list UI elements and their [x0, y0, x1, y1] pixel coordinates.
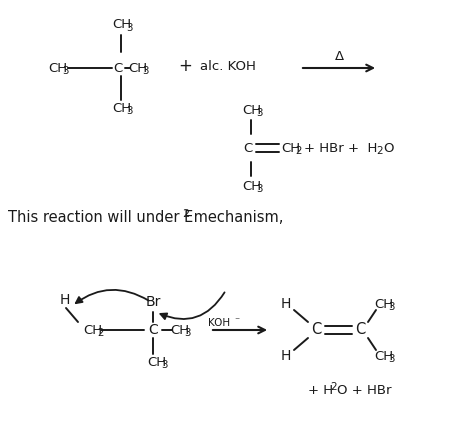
- Text: CH: CH: [170, 324, 189, 336]
- Text: 2: 2: [330, 382, 337, 392]
- Text: 3: 3: [256, 184, 263, 194]
- Text: 3: 3: [126, 23, 133, 33]
- Text: H: H: [281, 349, 291, 363]
- Text: CH: CH: [112, 102, 131, 114]
- Text: + HBr +  H: + HBr + H: [304, 141, 377, 155]
- FancyArrowPatch shape: [76, 290, 149, 303]
- Text: Δ: Δ: [335, 49, 344, 63]
- Text: 2: 2: [295, 146, 301, 156]
- Text: alc. KOH: alc. KOH: [200, 60, 256, 73]
- Text: 2: 2: [97, 328, 103, 338]
- Text: mechanism,: mechanism,: [189, 211, 283, 226]
- Text: 3: 3: [161, 360, 167, 370]
- Text: C: C: [355, 322, 365, 338]
- Text: 3: 3: [62, 66, 69, 76]
- Text: CH: CH: [242, 180, 261, 192]
- Text: CH: CH: [48, 61, 67, 74]
- Text: CH: CH: [112, 18, 131, 32]
- Text: CH: CH: [83, 324, 102, 336]
- Text: This reaction will under E: This reaction will under E: [8, 211, 193, 226]
- Text: 3: 3: [142, 66, 148, 76]
- Text: CH: CH: [128, 61, 147, 74]
- Text: C: C: [311, 322, 321, 338]
- Text: 3: 3: [388, 302, 394, 312]
- Text: Br: Br: [146, 295, 161, 309]
- Text: CH: CH: [281, 141, 300, 155]
- Text: O: O: [383, 141, 393, 155]
- Text: CH: CH: [147, 356, 166, 368]
- Text: C: C: [148, 323, 158, 337]
- Text: + H: + H: [308, 384, 333, 396]
- Text: 2: 2: [182, 209, 189, 219]
- Text: 3: 3: [388, 354, 394, 364]
- Text: C: C: [243, 141, 253, 155]
- Text: H: H: [60, 293, 70, 307]
- Text: ⁻: ⁻: [234, 316, 239, 326]
- Text: CH: CH: [374, 297, 393, 311]
- Text: O + HBr: O + HBr: [337, 384, 392, 396]
- FancyArrowPatch shape: [160, 293, 225, 319]
- Text: C: C: [113, 61, 123, 74]
- Text: CH: CH: [374, 350, 393, 363]
- Text: +: +: [178, 57, 192, 75]
- Text: CH: CH: [242, 103, 261, 117]
- Text: 3: 3: [184, 328, 191, 338]
- Text: 3: 3: [126, 106, 133, 116]
- Text: 3: 3: [256, 108, 263, 118]
- Text: KOH: KOH: [208, 318, 230, 328]
- Text: 2: 2: [376, 146, 383, 156]
- Text: H: H: [281, 297, 291, 311]
